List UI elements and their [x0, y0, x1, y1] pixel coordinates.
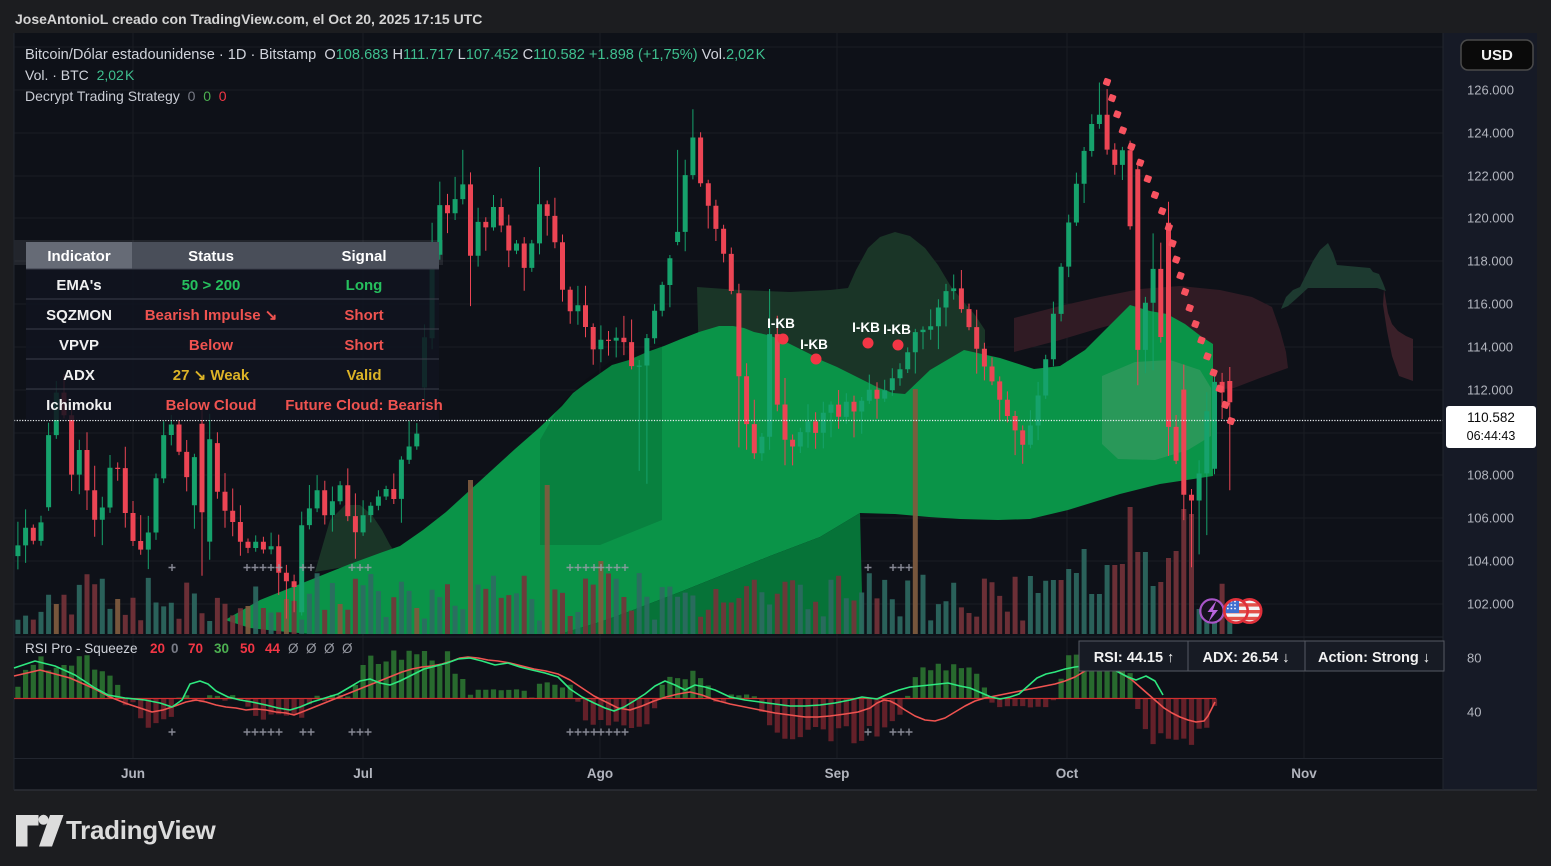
- svg-text:I-KB: I-KB: [883, 322, 911, 337]
- svg-text:Below Cloud: Below Cloud: [166, 397, 257, 414]
- svg-text:I-KB: I-KB: [852, 320, 880, 335]
- svg-text:Status: Status: [188, 248, 234, 265]
- svg-text:Ichimoku: Ichimoku: [46, 397, 112, 414]
- svg-text:44: 44: [265, 641, 281, 656]
- svg-text:126.000: 126.000: [1467, 83, 1514, 98]
- svg-text:118.000: 118.000: [1467, 254, 1513, 269]
- svg-text:Ø: Ø: [288, 641, 299, 656]
- svg-text:EMA's: EMA's: [56, 277, 101, 294]
- svg-text:Ø: Ø: [342, 641, 353, 656]
- svg-text:ADX: 26.54 ↓: ADX: 26.54 ↓: [1202, 650, 1289, 666]
- svg-text:Jul: Jul: [353, 766, 373, 781]
- svg-text:SQZMON: SQZMON: [46, 307, 112, 324]
- svg-text:I-KB: I-KB: [767, 316, 795, 331]
- svg-text:20: 20: [150, 641, 165, 656]
- svg-text:50 > 200: 50 > 200: [182, 277, 241, 294]
- svg-text:120.000: 120.000: [1467, 211, 1514, 226]
- svg-text:80: 80: [1467, 651, 1481, 666]
- svg-text:Indicator: Indicator: [47, 248, 111, 265]
- svg-text:106.000: 106.000: [1467, 511, 1514, 526]
- svg-text:Oct: Oct: [1056, 766, 1079, 781]
- svg-text:Future Cloud: Bearish: Future Cloud: Bearish: [285, 397, 443, 414]
- svg-text:50: 50: [240, 641, 255, 656]
- svg-text:Short: Short: [344, 307, 383, 324]
- svg-text:30: 30: [214, 641, 229, 656]
- svg-text:Sep: Sep: [825, 766, 850, 781]
- svg-text:108.000: 108.000: [1467, 468, 1514, 483]
- svg-text:Bitcoin/Dólar estadounidense ·: Bitcoin/Dólar estadounidense · 1D · Bits…: [25, 47, 766, 63]
- svg-text:Decrypt Trading Strategy 0 0: Decrypt Trading Strategy 0 0 0: [25, 88, 227, 104]
- svg-text:27 ↘ Weak: 27 ↘ Weak: [173, 367, 250, 384]
- svg-text:VPVP: VPVP: [59, 337, 99, 354]
- svg-text:Nov: Nov: [1291, 766, 1317, 781]
- svg-text:Below: Below: [189, 337, 234, 354]
- svg-text:Jun: Jun: [121, 766, 145, 781]
- svg-text:116.000: 116.000: [1467, 297, 1513, 312]
- svg-text:06:44:43: 06:44:43: [1467, 429, 1516, 443]
- svg-text:0: 0: [171, 641, 179, 656]
- svg-text:112.000: 112.000: [1467, 383, 1513, 398]
- svg-text:Action: Strong ↓: Action: Strong ↓: [1318, 650, 1430, 666]
- svg-text:TradingView: TradingView: [66, 815, 216, 845]
- svg-text:Long: Long: [346, 277, 383, 294]
- svg-text:70: 70: [188, 641, 203, 656]
- svg-text:122.000: 122.000: [1467, 169, 1514, 184]
- svg-text:Valid: Valid: [346, 367, 381, 384]
- svg-text:Ø: Ø: [306, 641, 317, 656]
- svg-text:USD: USD: [1481, 47, 1513, 64]
- svg-text:ADX: ADX: [63, 367, 95, 384]
- svg-text:124.000: 124.000: [1467, 126, 1514, 141]
- svg-text:Bearish Impulse ↘: Bearish Impulse ↘: [145, 307, 278, 324]
- svg-text:110.582: 110.582: [1467, 410, 1515, 425]
- svg-text:I-KB: I-KB: [800, 337, 828, 352]
- svg-text:Signal: Signal: [341, 248, 386, 265]
- svg-text:Ø: Ø: [324, 641, 335, 656]
- svg-text:Vol. · BTC 2,02 K: Vol. · BTC 2,02 K: [25, 67, 135, 83]
- svg-text:JoseAntonioL creado con Tradin: JoseAntonioL creado con TradingView.com,…: [15, 11, 482, 27]
- svg-text:102.000: 102.000: [1467, 597, 1514, 612]
- svg-text:40: 40: [1467, 705, 1481, 720]
- svg-text:104.000: 104.000: [1467, 554, 1514, 569]
- svg-text:Ago: Ago: [587, 766, 613, 781]
- svg-text:114.000: 114.000: [1467, 340, 1513, 355]
- svg-text:RSI: 44.15 ↑: RSI: 44.15 ↑: [1094, 650, 1175, 666]
- svg-text:Short: Short: [344, 337, 383, 354]
- svg-text:RSI Pro - Squeeze: RSI Pro - Squeeze: [25, 641, 138, 656]
